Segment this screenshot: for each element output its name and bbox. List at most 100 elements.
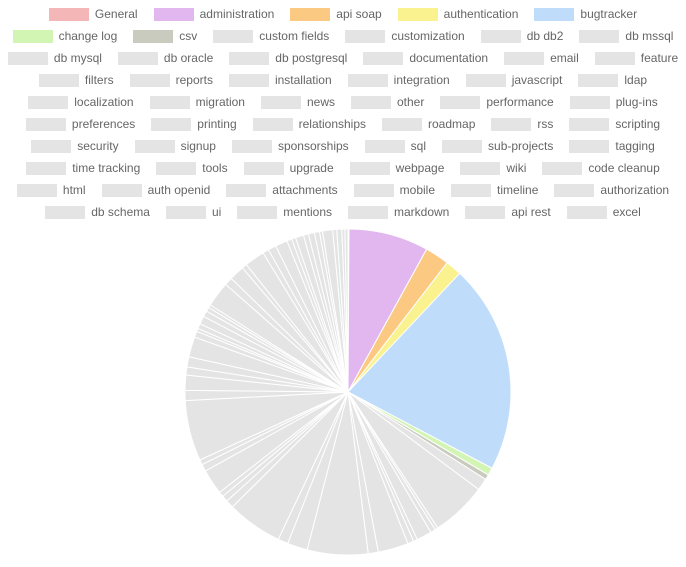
legend-label: upgrade: [289, 161, 334, 175]
legend: General administration api soap authenticat…: [0, 3, 686, 223]
legend-item: security: [31, 139, 119, 153]
legend-item: authentication: [397, 7, 518, 21]
legend-label: filters: [84, 73, 114, 87]
legend-label: migration: [195, 95, 245, 109]
legend-swatch: [566, 205, 607, 219]
legend-swatch: [480, 29, 521, 43]
legend-item: tools: [156, 161, 228, 175]
legend-label: ui: [211, 205, 222, 219]
legend-item: custom fields: [213, 29, 329, 43]
legend-swatch: [226, 183, 267, 197]
legend-label: change log: [58, 29, 118, 43]
legend-label: sub-projects: [488, 139, 554, 153]
legend-item: General: [48, 7, 138, 21]
legend-label: printing: [197, 117, 237, 131]
legend-swatch: [491, 117, 532, 131]
legend-item: timeline: [451, 183, 538, 197]
legend-item: excel: [566, 205, 641, 219]
legend-label: ldap: [624, 73, 648, 87]
legend-label: sponsorships: [277, 139, 349, 153]
legend-label: other: [396, 95, 425, 109]
legend-swatch: [460, 161, 501, 175]
legend-swatch: [504, 51, 545, 65]
legend-item: other: [350, 95, 425, 109]
legend-item: upgrade: [243, 161, 334, 175]
legend-swatch: [569, 95, 610, 109]
legend-row: change log csv custom fields customization d…: [0, 25, 686, 47]
legend-row: time tracking tools upgrade webpage wiki code…: [0, 157, 686, 179]
legend-item: api soap: [290, 7, 382, 21]
legend-row: General administration api soap authenticat…: [0, 3, 686, 25]
legend-item: filters: [38, 73, 114, 87]
legend-item: preferences: [25, 117, 135, 131]
legend-swatch: [579, 29, 620, 43]
legend-swatch: [364, 139, 405, 153]
legend-label: news: [306, 95, 335, 109]
legend-label: performance: [486, 95, 554, 109]
legend-item: mobile: [353, 183, 435, 197]
legend-item: administration: [153, 7, 274, 21]
legend-row: db schema ui mentions markdown api rest excel: [0, 201, 686, 223]
legend-swatch: [134, 139, 175, 153]
pie-slice: [347, 272, 512, 469]
legend-label: markdown: [394, 205, 450, 219]
legend-swatch: [347, 73, 388, 87]
legend-item: db postgresql: [229, 51, 347, 65]
legend-label: documentation: [409, 51, 489, 65]
legend-label: mentions: [283, 205, 332, 219]
legend-swatch: [382, 117, 423, 131]
legend-swatch: [153, 7, 194, 21]
legend-label: sql: [410, 139, 427, 153]
legend-item: webpage: [349, 161, 444, 175]
legend-item: sql: [364, 139, 427, 153]
legend-item: feature: [594, 51, 678, 65]
legend-item: bugtracker: [534, 7, 637, 21]
legend-item: api rest: [465, 205, 551, 219]
legend-label: api soap: [336, 7, 382, 21]
legend-item: csv: [133, 29, 197, 43]
legend-item: rss: [491, 117, 553, 131]
legend-item: email: [504, 51, 579, 65]
legend-item: db oracle: [117, 51, 213, 65]
legend-item: db mysql: [7, 51, 102, 65]
legend-item: mentions: [237, 205, 332, 219]
legend-swatch: [260, 95, 301, 109]
legend-swatch: [594, 51, 635, 65]
legend-item: performance: [440, 95, 554, 109]
legend-row: html auth openid attachments mobile timeline…: [0, 179, 686, 201]
legend-swatch: [38, 73, 79, 87]
legend-label: customization: [391, 29, 465, 43]
legend-swatch: [151, 117, 192, 131]
legend-label: javascript: [511, 73, 563, 87]
legend-swatch: [231, 139, 272, 153]
legend-label: tools: [202, 161, 228, 175]
legend-swatch: [156, 161, 197, 175]
legend-label: excel: [612, 205, 641, 219]
legend-label: bugtracker: [580, 7, 638, 21]
legend-swatch: [290, 7, 331, 21]
pie-slice: [344, 228, 349, 393]
legend-item: markdown: [348, 205, 449, 219]
legend-item: change log: [12, 29, 118, 43]
legend-item: sub-projects: [442, 139, 553, 153]
legend-item: installation: [228, 73, 332, 87]
legend-swatch: [350, 95, 391, 109]
legend-label: email: [550, 51, 579, 65]
legend-label: integration: [393, 73, 450, 87]
legend-label: db schema: [91, 205, 150, 219]
legend-swatch: [542, 161, 583, 175]
legend-label: roadmap: [428, 117, 476, 131]
legend-label: csv: [179, 29, 198, 43]
legend-item: scripting: [569, 117, 660, 131]
legend-item: signup: [134, 139, 216, 153]
legend-label: scripting: [615, 117, 661, 131]
legend-item: sponsorships: [231, 139, 349, 153]
legend-item: ui: [165, 205, 222, 219]
legend-item: attachments: [226, 183, 338, 197]
legend-item: wiki: [460, 161, 526, 175]
legend-swatch: [16, 183, 57, 197]
legend-item: printing: [151, 117, 237, 131]
legend-swatch: [252, 117, 293, 131]
